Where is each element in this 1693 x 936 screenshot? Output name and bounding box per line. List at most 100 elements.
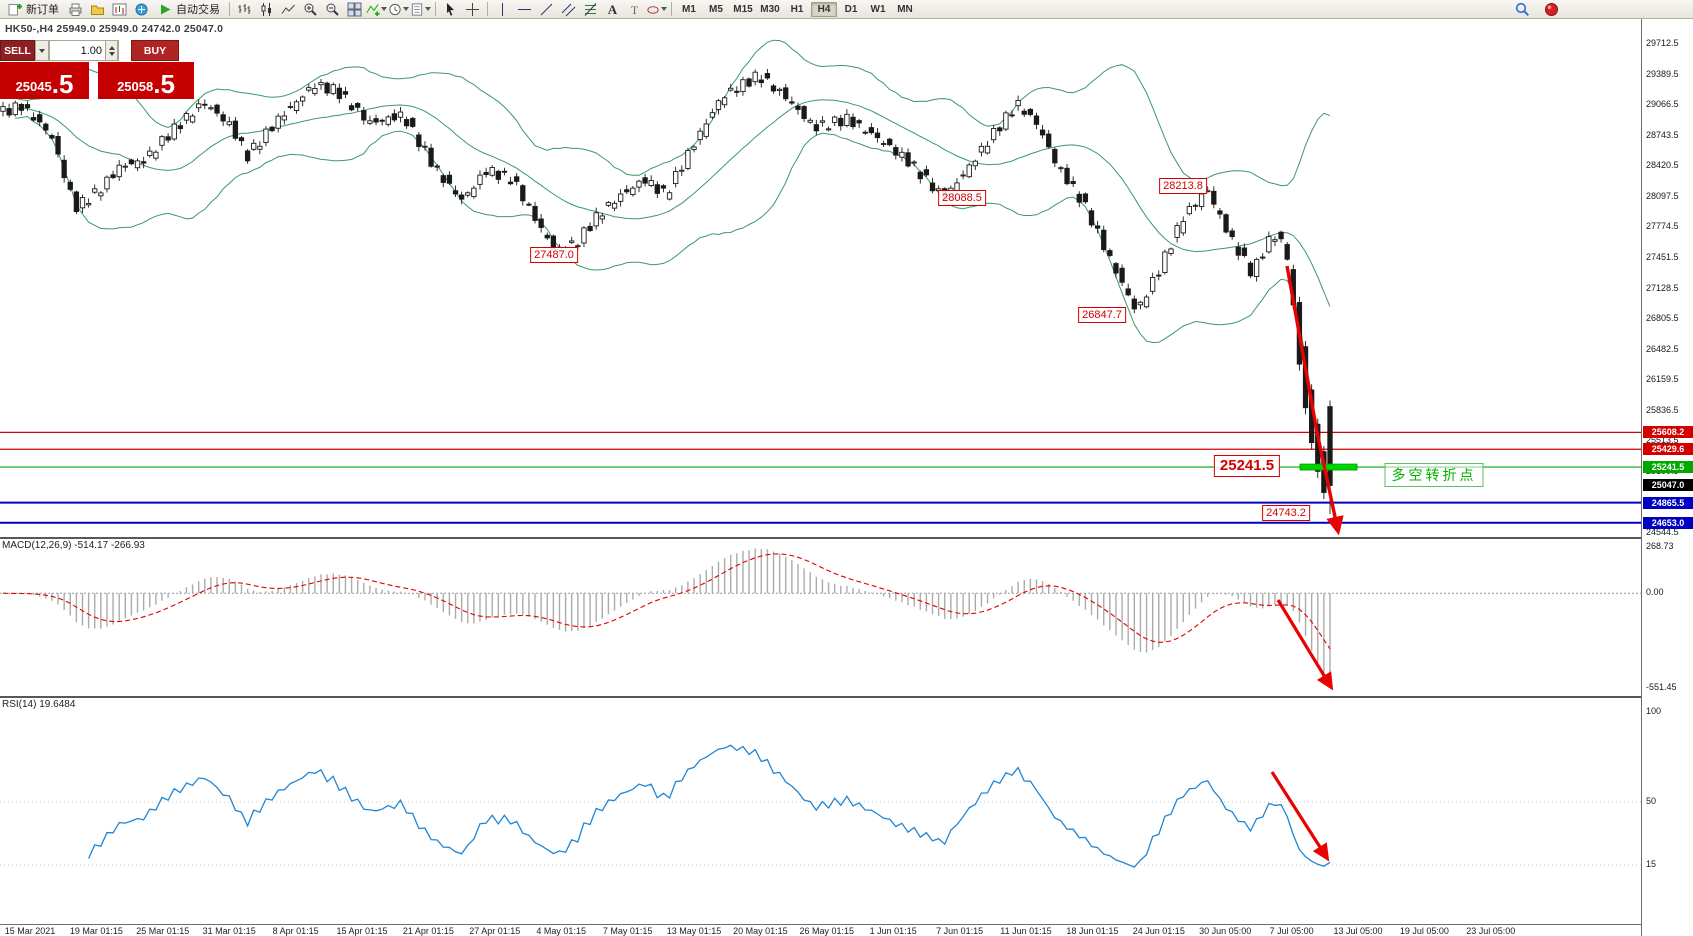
time-axis-label: 25 Mar 01:15 bbox=[136, 926, 190, 936]
text-icon[interactable]: A bbox=[602, 1, 623, 18]
time-axis-label: 21 Apr 01:15 bbox=[402, 926, 454, 936]
price-axis-badge: 24653.0 bbox=[1643, 516, 1693, 529]
time-axis-label: 31 Mar 01:15 bbox=[202, 926, 256, 936]
crosshair-icon[interactable] bbox=[462, 1, 483, 18]
timeframe-button-h1[interactable]: H1 bbox=[790, 3, 804, 15]
timeframe-button-m1[interactable]: M1 bbox=[682, 3, 696, 15]
horizontal-line-icon[interactable] bbox=[514, 1, 535, 18]
price-axis-label: 50 bbox=[1646, 796, 1657, 806]
price-axis-label: 27774.5 bbox=[1646, 221, 1679, 232]
time-axis-label: 7 Jun 01:15 bbox=[936, 926, 984, 936]
time-axis-label: 30 Jun 05:00 bbox=[1199, 926, 1252, 936]
time-axis-label: 24 Jun 01:15 bbox=[1132, 926, 1185, 936]
time-axis-label: 7 Jul 05:00 bbox=[1269, 926, 1314, 936]
time-axis-label: 27 Apr 01:15 bbox=[469, 926, 521, 936]
macd-down-arrow bbox=[1276, 599, 1334, 691]
new-order-button[interactable]: 新订单 bbox=[3, 1, 64, 18]
price-label-callout[interactable]: 28213.8 bbox=[1159, 178, 1207, 194]
timeframe-button-m30[interactable]: M30 bbox=[760, 3, 780, 15]
buy-button[interactable]: BUY bbox=[131, 40, 179, 61]
volume-dropdown[interactable] bbox=[35, 40, 49, 61]
price-axis-label: 26482.5 bbox=[1646, 343, 1679, 354]
panel-divider-main-macd[interactable] bbox=[0, 537, 1693, 539]
fibonacci-icon[interactable] bbox=[580, 1, 601, 18]
bar-chart-icon[interactable] bbox=[234, 1, 255, 18]
time-axis-label: 19 Mar 01:15 bbox=[69, 926, 123, 936]
price-axis-label: 27128.5 bbox=[1646, 282, 1679, 293]
time-axis-label: 15 Mar 2021 bbox=[4, 926, 56, 936]
panel-divider-macd-rsi[interactable] bbox=[0, 696, 1693, 698]
volume-stepper[interactable] bbox=[105, 40, 118, 61]
toolbar-separator bbox=[671, 2, 672, 16]
search-icon[interactable] bbox=[1512, 1, 1533, 18]
ask-price[interactable]: 25058.5 bbox=[98, 62, 194, 99]
time-axis-label: 20 May 01:15 bbox=[733, 926, 788, 936]
time-axis-label: 26 May 01:15 bbox=[799, 926, 855, 936]
shapes-icon[interactable] bbox=[646, 1, 667, 18]
zoom-out-icon[interactable] bbox=[322, 1, 343, 18]
one-click-trading-panel: SELL BUY 25045.5 25058.5 bbox=[0, 40, 194, 99]
price-label-callout[interactable]: 25241.5 bbox=[1213, 455, 1281, 477]
candlestick-chart-icon[interactable] bbox=[256, 1, 277, 18]
price-axis-badge: 24865.5 bbox=[1643, 496, 1693, 509]
print-icon[interactable] bbox=[65, 1, 86, 18]
price-axis-label: 26159.5 bbox=[1646, 374, 1679, 385]
time-axis-label: 4 May 01:15 bbox=[536, 926, 586, 936]
price-label-callout[interactable]: 28088.5 bbox=[938, 190, 986, 206]
macd-layer bbox=[0, 548, 1641, 691]
timeframe-button-w1[interactable]: W1 bbox=[870, 3, 886, 15]
autotrading-button[interactable]: 自动交易 bbox=[153, 1, 225, 18]
price-axis: 29712.5 29389.5 29066.5 28743.5 28420.5 28097… bbox=[1641, 19, 1693, 936]
periods-icon[interactable] bbox=[388, 1, 409, 18]
price-axis-label: 15 bbox=[1646, 859, 1657, 869]
rsi-layer bbox=[0, 744, 1641, 868]
price-label-callout[interactable]: 27487.0 bbox=[530, 247, 578, 263]
volume-input[interactable] bbox=[49, 40, 119, 61]
profile-icon[interactable] bbox=[131, 1, 152, 18]
price-axis-label: 29389.5 bbox=[1646, 68, 1679, 79]
timeframe-button-mn[interactable]: MN bbox=[897, 3, 913, 15]
vertical-line-icon[interactable] bbox=[492, 1, 513, 18]
folder-icon[interactable] bbox=[87, 1, 108, 18]
channel-icon[interactable] bbox=[558, 1, 579, 18]
sell-button[interactable]: SELL bbox=[0, 40, 35, 61]
macd-label: MACD(12,26,9) -514.17 -266.93 bbox=[2, 540, 145, 551]
price-axis-label: 29066.5 bbox=[1646, 99, 1679, 110]
cursor-icon[interactable] bbox=[440, 1, 461, 18]
text-label-icon[interactable]: T bbox=[624, 1, 645, 18]
price-axis-label: 28097.5 bbox=[1646, 190, 1679, 201]
timeframe-button-h4[interactable]: H4 bbox=[811, 1, 837, 17]
turning-point-annotation[interactable]: 多空转折点 bbox=[1384, 463, 1484, 487]
indicators-icon[interactable] bbox=[366, 1, 387, 18]
price-axis-label: 25836.5 bbox=[1646, 404, 1679, 415]
price-axis-label: 28743.5 bbox=[1646, 129, 1679, 140]
svg-text:A: A bbox=[608, 2, 618, 17]
trendline-icon[interactable] bbox=[536, 1, 557, 18]
timeframe-button-m5[interactable]: M5 bbox=[709, 3, 723, 15]
main-chart-layer bbox=[0, 39, 1641, 536]
toolbar-separator bbox=[435, 2, 436, 16]
timeframe-button-m15[interactable]: M15 bbox=[733, 3, 753, 15]
svg-text:T: T bbox=[631, 3, 639, 17]
zoom-in-icon[interactable] bbox=[300, 1, 321, 18]
price-axis-label: 100 bbox=[1646, 706, 1662, 716]
rsi-down-arrow bbox=[1270, 771, 1330, 862]
time-axis-label: 13 May 01:15 bbox=[666, 926, 722, 936]
connection-status-icon[interactable] bbox=[1541, 1, 1562, 18]
templates-icon[interactable] bbox=[410, 1, 431, 18]
time-axis-label: 19 Jul 05:00 bbox=[1399, 926, 1449, 936]
timeframe-button-d1[interactable]: D1 bbox=[844, 3, 858, 15]
price-axis-label: 24544.5 bbox=[1646, 527, 1679, 537]
line-chart-icon[interactable] bbox=[278, 1, 299, 18]
bid-price[interactable]: 25045.5 bbox=[0, 62, 89, 99]
price-axis-label: 0.00 bbox=[1646, 587, 1664, 598]
price-label-callout[interactable]: 26847.7 bbox=[1078, 307, 1126, 323]
price-label-callout[interactable]: 24743.2 bbox=[1262, 505, 1310, 521]
price-axis-label: 29712.5 bbox=[1646, 38, 1679, 48]
chart-window-icon[interactable] bbox=[109, 1, 130, 18]
toolbar-separator bbox=[487, 2, 488, 16]
toolbar-separator bbox=[229, 2, 230, 16]
tile-windows-icon[interactable] bbox=[344, 1, 365, 18]
